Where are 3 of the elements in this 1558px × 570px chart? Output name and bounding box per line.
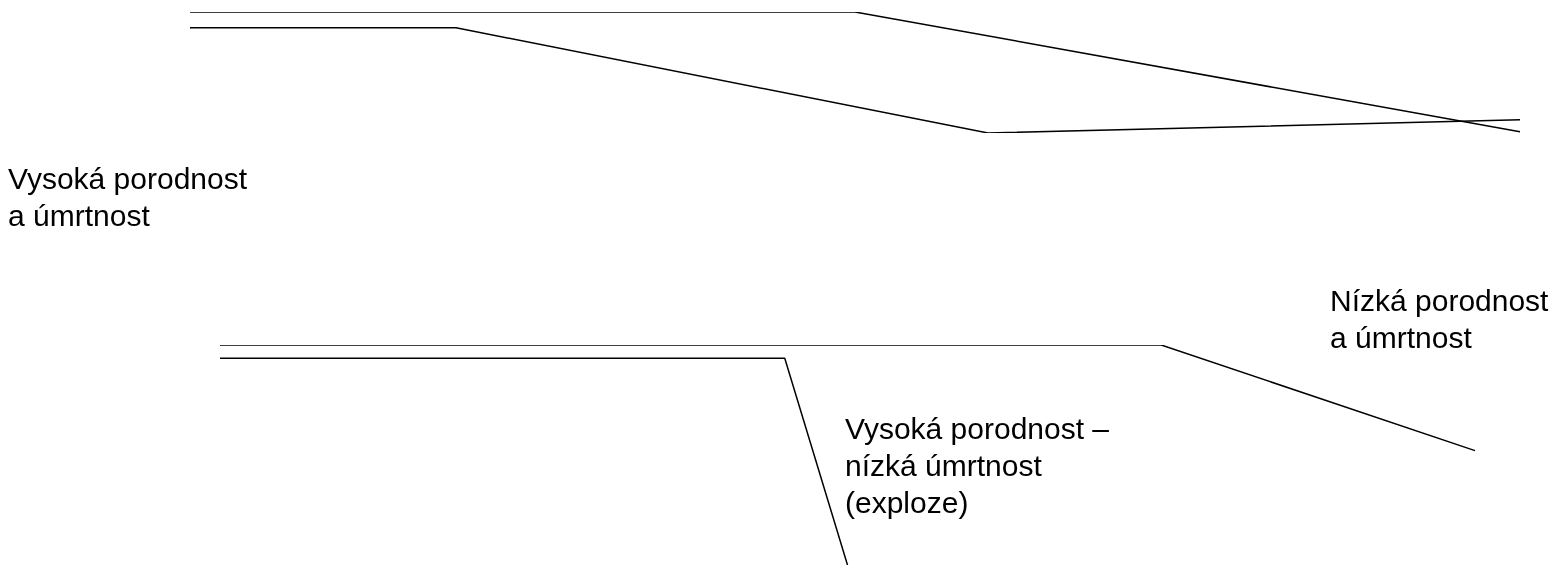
annotation: Nízká porodnost a úmrtnost bbox=[1330, 283, 1550, 356]
text: Vysoká porodnost a úmrtnost bbox=[8, 161, 248, 234]
annotation: Vysoká porodnost – nízká úmrtnost (exploze) bbox=[845, 411, 1111, 521]
